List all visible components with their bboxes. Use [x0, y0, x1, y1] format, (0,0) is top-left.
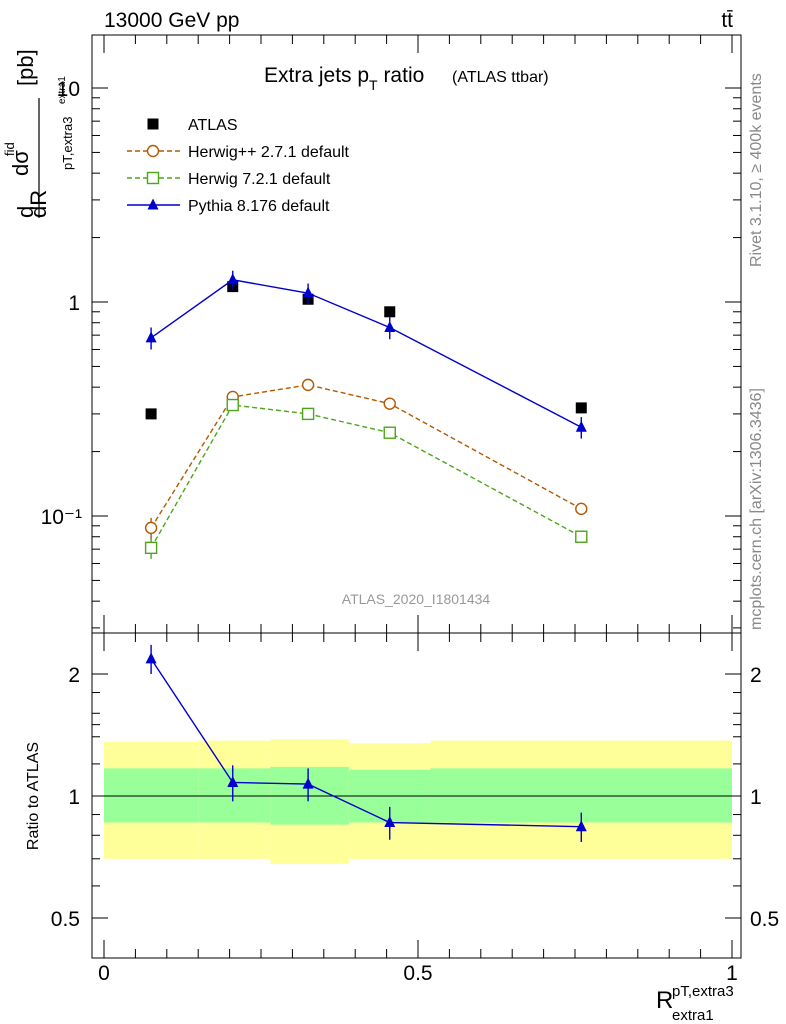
y-label-numerator-d: d — [13, 206, 38, 218]
rivet-label: Rivet 3.1.10, ≥ 400k events — [748, 73, 765, 267]
mcplots-label: mcplots.cern.ch [arXiv:1306.3436] — [748, 388, 765, 630]
legend-entry: Herwig++ 2.7.1 default — [127, 144, 350, 161]
chart-title: Extra jets pT ratio — [264, 64, 424, 93]
data-point — [144, 541, 158, 555]
legend-label: Herwig++ 2.7.1 default — [188, 144, 350, 161]
series-herwig-7-2-1-default — [144, 398, 588, 559]
ratio-y-tick-label-right: 2 — [750, 664, 762, 687]
series-line — [150, 384, 582, 529]
ratio-y-tick-label-left: 1 — [68, 786, 80, 809]
main-y-tick-label-1: 1 — [68, 292, 80, 315]
data-point — [302, 286, 314, 298]
ratio-y-tick-label-left: 0.5 — [51, 908, 80, 931]
ratio-point — [575, 820, 587, 832]
series-pythia-8-176-default — [145, 270, 587, 439]
y-label-unit: [pb] — [13, 49, 38, 86]
series-line — [150, 279, 582, 428]
data-point — [383, 397, 396, 410]
ratio-y-tick-label-right: 1 — [750, 786, 762, 809]
legend-marker — [146, 171, 160, 185]
main-series-layer — [144, 270, 588, 559]
data-point — [575, 530, 588, 543]
series-line — [150, 404, 582, 549]
legend-entry: ATLAS — [147, 117, 238, 134]
legend-label: ATLAS — [188, 117, 238, 134]
chart-title-rest: ratio — [378, 64, 425, 87]
data-point — [145, 331, 157, 343]
x-label-sup: pT,extra3 — [672, 983, 734, 1000]
main-axis-ticks: 10 1 10⁻¹ — [41, 35, 741, 633]
ratio-series-pythia — [145, 644, 587, 843]
x-label-main: R — [656, 987, 673, 1014]
data-point — [384, 321, 396, 333]
ratio-y-tick-label-left: 2 — [68, 664, 80, 687]
x-label-sub: extra1 — [672, 1007, 714, 1024]
data-point — [145, 408, 157, 420]
data-point — [226, 398, 239, 412]
legend-label: Pythia 8.176 default — [188, 198, 330, 215]
y-label-sub-extra1: extra1 — [57, 76, 68, 104]
y-label-sigma: dσ — [8, 150, 33, 176]
data-point — [575, 420, 587, 432]
data-point — [575, 502, 588, 516]
energy-label: 13000 GeV pp — [104, 9, 239, 32]
x-axis-label: R — [656, 987, 673, 1014]
chart-title-sub: T — [369, 77, 378, 93]
legend-marker — [147, 118, 159, 130]
legend-label: Herwig 7.2.1 default — [188, 171, 331, 188]
x-tick-label: 0.5 — [403, 962, 432, 985]
legend-marker — [147, 198, 159, 210]
data-point — [301, 407, 315, 421]
x-tick-label: 0 — [98, 962, 110, 985]
data-point — [384, 306, 396, 318]
band-inner — [198, 768, 271, 823]
data-point — [227, 273, 239, 285]
ratio-series-layer — [145, 644, 587, 843]
band-inner — [104, 768, 199, 823]
y-label-fid: fid — [2, 142, 17, 156]
chart-title-note: (ATLAS ttbar) — [452, 69, 549, 86]
ratio-point — [302, 777, 314, 789]
legend-entry: Pythia 8.176 default — [127, 198, 330, 215]
ratio-bands — [104, 739, 732, 864]
data-point — [383, 426, 396, 439]
analysis-id: ATLAS_2020_I1801434 — [342, 591, 491, 607]
main-y-tick-label-0.1: 10⁻¹ — [41, 506, 82, 529]
data-point — [301, 378, 315, 392]
data-point — [575, 402, 587, 414]
ratio-y-tick-label-right: 0.5 — [750, 908, 779, 931]
ratio-axis-ticks: 2 2 1 1 0.5 0.5 0 0.5 1 — [51, 633, 779, 985]
main-y-axis-label: dR pT,extra3 extra1 d dσ fid [pb] — [2, 49, 75, 218]
process-label: tt̄ — [721, 9, 733, 32]
legend: ATLAS Herwig++ 2.7.1 default Herwig 7.2.1 … — [127, 117, 350, 215]
legend-marker — [146, 144, 160, 158]
main-panel: 10 1 10⁻¹ Extra jets pT ratio (ATLAS ttbar… — [2, 34, 742, 634]
data-point — [144, 521, 158, 535]
legend-entry: Herwig 7.2.1 default — [127, 171, 331, 188]
ratio-panel: 2 2 1 1 0.5 0.5 0 0.5 1 Ratio to ATLAS R pT,extr… — [25, 632, 779, 1024]
ratio-point — [384, 816, 396, 828]
series-herwig-2-7-1-default — [144, 378, 588, 540]
chart-title-main: Extra jets p — [264, 64, 369, 87]
x-tick-label: 1 — [726, 962, 738, 985]
y-label-sub-pt: pT,extra3 — [60, 117, 75, 170]
main-y-tick-label-10: 10 — [57, 78, 80, 101]
ratio-point — [145, 652, 157, 664]
ratio-y-label: Ratio to ATLAS — [25, 742, 42, 850]
ratio-point — [227, 775, 239, 787]
